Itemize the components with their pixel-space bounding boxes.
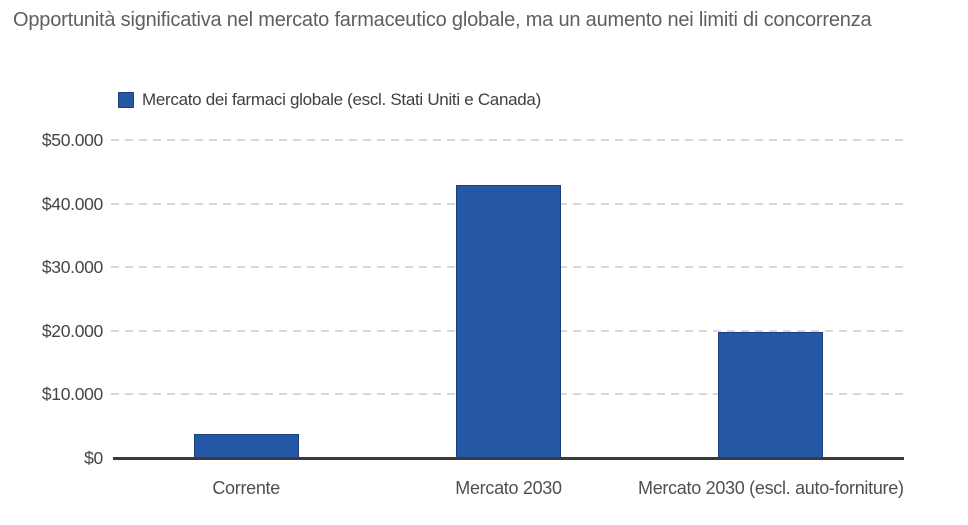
y-axis-tick-label: $30.000 [41, 257, 103, 278]
bar [193, 434, 299, 458]
y-axis-tick-label: $10.000 [41, 384, 103, 405]
y-axis-tick-label: $20.000 [41, 320, 103, 341]
y-axis-tick-label: $50.000 [41, 130, 103, 150]
chart-title: Opportunità significativa nel mercato fa… [13, 9, 872, 31]
bar [718, 332, 824, 458]
x-axis-tick-label: Corrente [212, 478, 280, 498]
legend-label: Mercato dei farmaci globale (escl. Stati… [142, 90, 541, 109]
x-axis-line [113, 457, 904, 460]
legend: Mercato dei farmaci globale (escl. Stati… [118, 90, 541, 110]
x-axis-tick-label: Mercato 2030 (escl. auto-forniture) [638, 478, 904, 498]
gridline [111, 139, 906, 141]
y-axis-tick-label: $0 [84, 448, 103, 468]
y-axis-tick-label: $40.000 [41, 193, 103, 214]
legend-swatch-icon [118, 92, 134, 108]
x-axis-tick-label: Mercato 2030 [455, 478, 562, 498]
plot-area [111, 139, 906, 460]
bar [456, 184, 561, 458]
